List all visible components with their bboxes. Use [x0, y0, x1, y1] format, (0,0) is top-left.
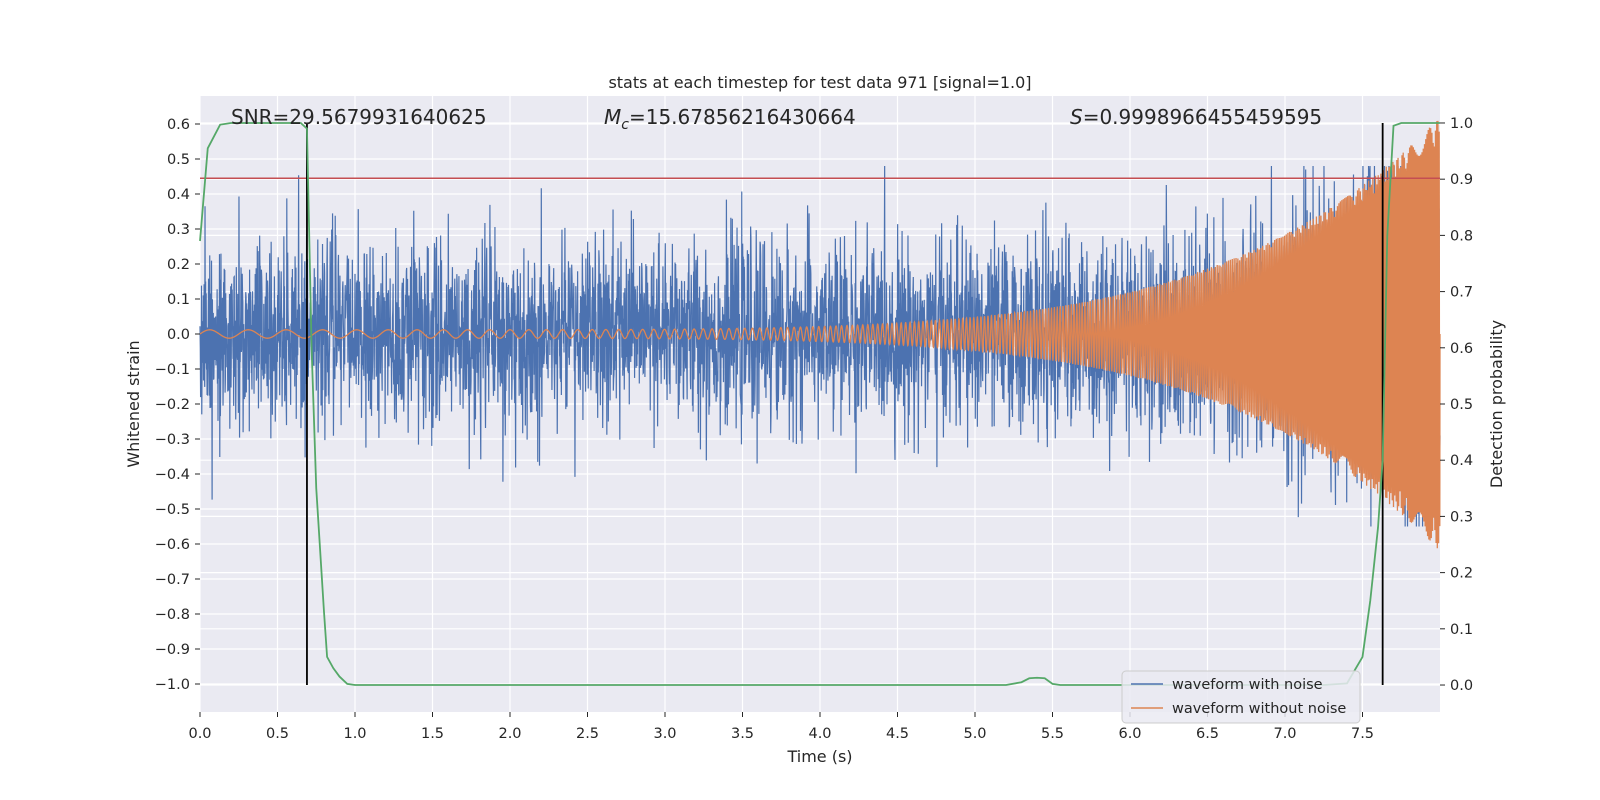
- y2-tick-label: 0.5: [1450, 397, 1473, 413]
- y2-tick-label: 0.9: [1450, 172, 1473, 188]
- x-tick-label: 1.0: [343, 726, 366, 742]
- y-tick-label: −0.9: [155, 642, 190, 658]
- snr-annotation: SNR=29.5679931640625: [231, 105, 487, 129]
- x-tick-label: 5.0: [963, 726, 986, 742]
- y-tick-label: 0.1: [167, 292, 190, 308]
- s-annotation: S=0.9998966455459595: [1070, 105, 1322, 129]
- x-tick-label: 2.0: [498, 726, 521, 742]
- y2-tick-label: 0.6: [1450, 341, 1473, 357]
- chirp-mass-annotation: Mc=15.67856216430664: [604, 105, 856, 133]
- y-tick-label: −0.7: [155, 572, 190, 588]
- x-tick-label: 5.5: [1041, 726, 1064, 742]
- y2-tick-label: 0.3: [1450, 509, 1473, 525]
- legend-box: [1121, 670, 1361, 724]
- waveform-without-noise-series: [199, 120, 1441, 549]
- y2-axis-label: Detection probability: [1487, 320, 1506, 488]
- y-tick-label: −1.0: [155, 677, 190, 693]
- y2-tick-label: 0.7: [1450, 285, 1473, 301]
- y-tick-label: −0.3: [155, 432, 190, 448]
- x-tick-label: 4.5: [886, 726, 909, 742]
- chirp-mass-value: =15.67856216430664: [629, 105, 856, 129]
- y2-tick-label: 0.0: [1450, 678, 1473, 694]
- detection-probability-line: [199, 122, 1440, 686]
- y-ticks: 0.6 0.5 0.4 0.3 0.2 0.1 0.0 −0.1 −0.2 −0.3 −0.4 −0.…: [155, 117, 200, 693]
- y-tick-label: −0.4: [155, 467, 190, 483]
- x-tick-label: 4.0: [808, 726, 831, 742]
- legend-label-without-noise: waveform without noise: [1172, 701, 1346, 717]
- x-tick-label: 0.5: [266, 726, 289, 742]
- y-tick-label: 0.4: [167, 187, 190, 203]
- waveform-without-noise-line: [199, 120, 1441, 549]
- vertical-lines-group: [306, 122, 1384, 686]
- y-tick-label: 0.5: [167, 152, 190, 168]
- x-tick-label: 3.0: [653, 726, 676, 742]
- x-tick-label: 0.0: [188, 726, 211, 742]
- s-value: =0.9998966455459595: [1083, 105, 1322, 129]
- y-tick-label: −0.8: [155, 607, 190, 623]
- x-tick-label: 7.0: [1273, 726, 1296, 742]
- legend-label-with-noise: waveform with noise: [1172, 677, 1323, 693]
- y-axis-label: Whitened strain: [124, 340, 143, 467]
- x-tick-label: 6.0: [1118, 726, 1141, 742]
- y2-ticks: 1.0 0.9 0.8 0.7 0.6 0.5 0.4 0.3 0.2 0.1 0.0: [1440, 116, 1473, 694]
- x-tick-label: 3.5: [731, 726, 754, 742]
- y2-tick-label: 0.1: [1450, 622, 1473, 638]
- y2-tick-label: 1.0: [1450, 116, 1473, 132]
- y2-tick-label: 0.2: [1450, 566, 1473, 582]
- s-symbol: S: [1070, 105, 1083, 129]
- y-tick-label: −0.2: [155, 397, 190, 413]
- y-tick-label: 0.3: [167, 222, 190, 238]
- x-ticks: 0.0 0.5 1.0 1.5 2.0 2.5 3.0 3.5 4.0 4.5 5.0 5.5 6.0 6…: [188, 712, 1374, 742]
- y-tick-label: 0.0: [167, 327, 190, 343]
- legend: waveform with noise waveform without noi…: [1121, 670, 1361, 724]
- y-tick-label: 0.2: [167, 257, 190, 273]
- detection-probability-series: [199, 122, 1440, 686]
- x-tick-label: 2.5: [576, 726, 599, 742]
- chirp-mass-symbol: M: [604, 105, 621, 129]
- y-tick-label: 0.6: [167, 117, 190, 133]
- x-axis-label: Time (s): [786, 747, 852, 766]
- chirp-mass-subscript: c: [621, 117, 629, 133]
- x-tick-label: 7.5: [1351, 726, 1374, 742]
- x-tick-label: 1.5: [421, 726, 444, 742]
- y-tick-label: −0.5: [155, 502, 190, 518]
- chart-title: stats at each timestep for test data 971…: [608, 73, 1031, 92]
- y2-tick-label: 0.4: [1450, 453, 1473, 469]
- y-tick-label: −0.1: [155, 362, 190, 378]
- y2-tick-label: 0.8: [1450, 228, 1473, 244]
- y-tick-label: −0.6: [155, 537, 190, 553]
- x-tick-label: 6.5: [1196, 726, 1219, 742]
